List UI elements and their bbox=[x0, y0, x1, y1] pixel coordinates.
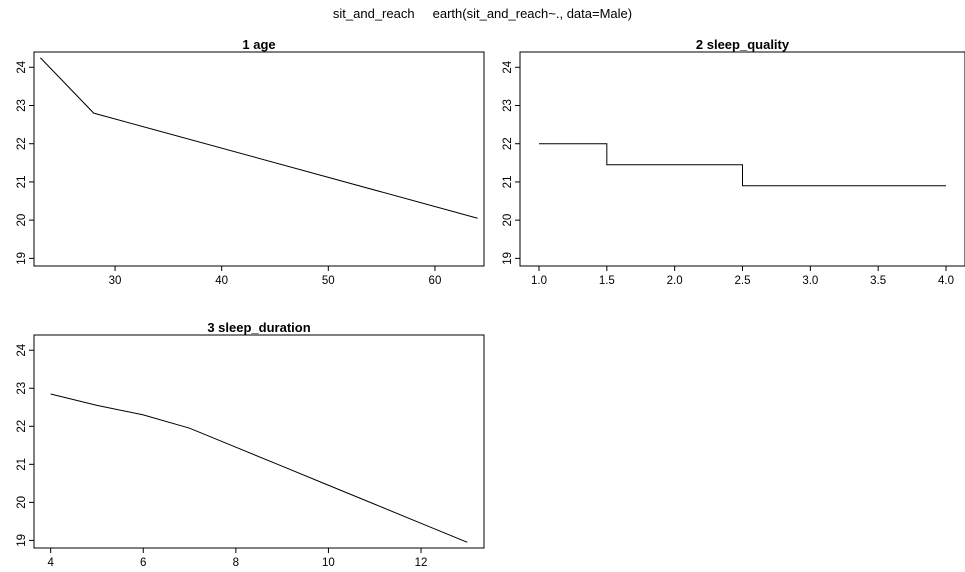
plot-frame bbox=[33, 334, 485, 549]
plot-panel-sleep-quality: 2 sleep_quality 1.0 1.5 2.0 2.5 3.0 3.5 4.0 19 20… bbox=[502, 37, 965, 287]
x-tick-label: 6 bbox=[140, 557, 146, 569]
figure-title: sit_and_reach earth(sit_and_reach~., dat… bbox=[332, 6, 633, 21]
y-tick-label: 22 bbox=[502, 137, 514, 150]
panel-title: 1 age bbox=[242, 37, 275, 52]
x-tick-label: 4.0 bbox=[938, 275, 954, 287]
y-tick-label: 20 bbox=[502, 214, 514, 227]
plot-panel-age: 1 age 30 40 50 60 19 20 21 22 23 24 bbox=[16, 37, 485, 287]
x-tick-label: 1.5 bbox=[599, 275, 615, 287]
y-tick-label: 24 bbox=[16, 60, 28, 73]
y-tick-label: 22 bbox=[16, 420, 28, 433]
y-tick-label: 21 bbox=[16, 176, 28, 189]
y-tick-label: 23 bbox=[16, 382, 28, 395]
y-tick-label: 19 bbox=[16, 534, 28, 547]
x-tick-label: 40 bbox=[215, 275, 228, 287]
y-tick-label: 23 bbox=[16, 99, 28, 112]
y-tick-label: 23 bbox=[502, 99, 514, 112]
x-tick-label: 4 bbox=[47, 557, 54, 569]
plot-frame bbox=[519, 51, 965, 267]
y-tick-label: 24 bbox=[502, 60, 514, 73]
x-tick-label: 3.5 bbox=[870, 275, 886, 287]
x-tick-label: 2.5 bbox=[735, 275, 751, 287]
x-tick-label: 1.0 bbox=[531, 275, 547, 287]
y-tick-label: 20 bbox=[16, 496, 28, 509]
panel-title: 2 sleep_quality bbox=[696, 37, 790, 52]
x-tick-label: 50 bbox=[322, 275, 335, 287]
y-tick-label: 21 bbox=[16, 458, 28, 471]
series-line-sleep-quality bbox=[538, 143, 947, 187]
x-tick-label: 12 bbox=[415, 557, 428, 569]
panel-title: 3 sleep_duration bbox=[207, 320, 310, 335]
series-line-age bbox=[40, 57, 478, 219]
x-tick-label: 3.0 bbox=[802, 275, 818, 287]
y-tick-label: 21 bbox=[502, 176, 514, 189]
y-tick-label: 22 bbox=[16, 137, 28, 150]
plot-frame bbox=[33, 51, 485, 267]
x-tick-label: 8 bbox=[233, 557, 239, 569]
y-tick-label: 20 bbox=[16, 214, 28, 227]
y-tick-label: 19 bbox=[502, 252, 514, 265]
y-tick-label: 24 bbox=[16, 343, 28, 356]
x-tick-label: 60 bbox=[429, 275, 442, 287]
plot-panel-sleep-duration: 3 sleep_duration 4 6 8 10 12 19 20 21 22 23 24 bbox=[16, 320, 485, 569]
x-tick-label: 30 bbox=[109, 275, 122, 287]
x-tick-label: 2.0 bbox=[667, 275, 683, 287]
series-line-sleep-duration bbox=[50, 393, 468, 543]
x-tick-label: 10 bbox=[322, 557, 335, 569]
y-tick-label: 19 bbox=[16, 252, 28, 265]
